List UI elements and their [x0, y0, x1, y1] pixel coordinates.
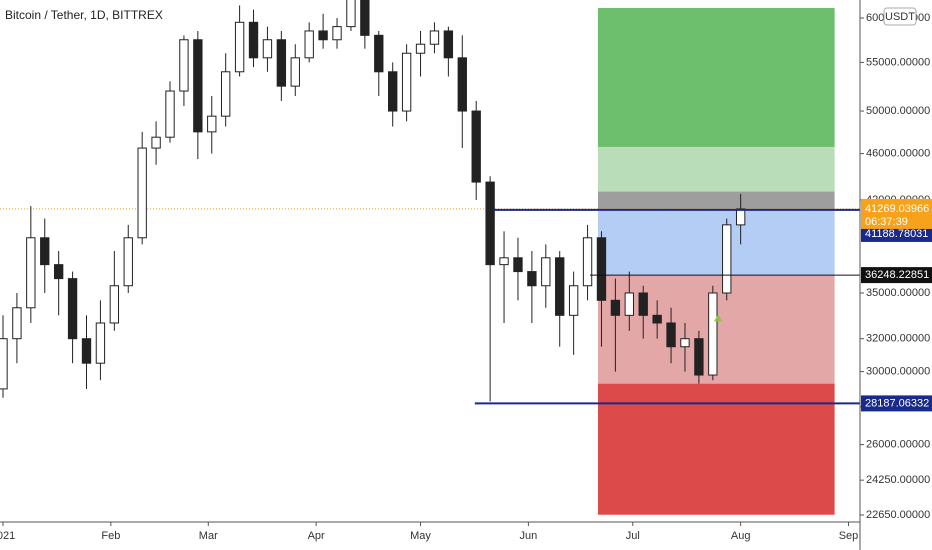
candle-body — [624, 292, 634, 316]
y-tick-label: 24250.00000 — [866, 474, 930, 486]
x-tick-label: 2021 — [0, 530, 15, 542]
candle-body — [137, 147, 147, 239]
level-price-label: 28187.06332 — [865, 397, 929, 409]
currency-label: USDT — [885, 11, 915, 23]
candle-body — [708, 292, 718, 376]
axes: 22650.0000024250.0000026000.0000028000.0… — [0, 12, 932, 542]
candle-body — [596, 237, 607, 301]
candle-body — [179, 39, 189, 92]
candle-body — [12, 307, 22, 340]
candle-body — [388, 71, 398, 112]
candle-body — [123, 237, 133, 287]
level-price-label-bg — [861, 267, 932, 284]
candle-body — [262, 39, 273, 59]
position-zone — [597, 146, 835, 192]
x-tick-label: Feb — [101, 530, 120, 542]
x-tick-label: Sep — [839, 530, 859, 542]
y-tick-label: 55000.00000 — [866, 56, 930, 68]
y-tick-label: 22650.00000 — [866, 509, 930, 521]
level-price-label: 41188.78031 — [865, 228, 928, 240]
y-tick-label: 46000.00000 — [866, 147, 930, 159]
candle-body — [638, 292, 648, 316]
candle-body — [53, 264, 64, 280]
candle-body — [527, 271, 537, 287]
y-tick-label: 50000.00000 — [866, 105, 930, 117]
candle-body — [541, 257, 551, 287]
candle-body — [151, 136, 161, 149]
candle-body — [471, 110, 481, 183]
candle-body — [95, 322, 106, 364]
candle-body — [193, 39, 203, 133]
y-tick-label: 35000.00000 — [866, 287, 930, 299]
candle-body — [165, 90, 175, 138]
signal-marker — [714, 314, 723, 322]
position-zone — [597, 209, 835, 276]
candle-body — [67, 278, 78, 340]
y-tick-label: 30000.00000 — [866, 366, 930, 378]
candle-body — [666, 322, 676, 348]
candle-body — [499, 257, 509, 266]
currency-badge[interactable] — [883, 7, 917, 26]
x-tick-label: Jun — [520, 530, 538, 542]
candle-body — [415, 43, 426, 54]
candle-body — [234, 21, 245, 73]
candle-body — [568, 285, 579, 316]
candle-body — [290, 57, 300, 87]
chart-title: Bitcoin / Tether, 1D, BITTREX — [5, 8, 163, 22]
candle-body — [485, 181, 495, 266]
candle-body — [360, 0, 370, 36]
candle-body — [207, 115, 217, 133]
candle-body — [40, 237, 50, 266]
candle-body — [81, 338, 92, 364]
candle-body — [0, 338, 8, 390]
candle-body — [429, 30, 440, 45]
candle-body — [346, 0, 356, 28]
x-tick-label: Apr — [308, 530, 325, 542]
y-tick-label: 32000.00000 — [866, 333, 930, 345]
position-zone — [597, 7, 835, 147]
candle-body — [109, 285, 120, 324]
candle-body — [332, 26, 342, 41]
candle-body — [457, 57, 467, 112]
candle-body — [221, 71, 231, 117]
countdown-label: 06:37:39 — [865, 216, 908, 228]
candle-body — [582, 237, 593, 287]
candle-body — [26, 237, 36, 309]
candle-body — [248, 21, 259, 59]
last-price-bg — [861, 198, 932, 229]
candle-body — [276, 39, 287, 87]
position-zone — [597, 191, 835, 210]
candle-body — [443, 30, 454, 59]
level-price-label-bg — [861, 395, 932, 412]
candle-body — [694, 338, 704, 376]
candle-body — [318, 30, 328, 41]
candle-body — [722, 224, 732, 294]
position-zone — [597, 383, 835, 515]
candle-body — [680, 338, 690, 348]
candle-body — [401, 52, 412, 112]
candle-body — [513, 257, 523, 273]
x-tick-label: Jul — [626, 530, 640, 542]
candle-body — [374, 34, 384, 73]
candle-body — [304, 30, 314, 59]
candle-body — [555, 257, 565, 316]
x-tick-label: Mar — [199, 530, 218, 542]
last-price-label: 41269.03966 — [865, 203, 929, 215]
y-tick-label: 26000.00000 — [866, 439, 930, 451]
x-tick-label: May — [410, 530, 431, 542]
candle-body — [610, 299, 621, 316]
level-price-label-bg — [861, 225, 932, 242]
candle-body — [735, 208, 746, 226]
plot-area — [0, 0, 860, 515]
level-price-label: 36248.22851 — [865, 269, 929, 281]
x-tick-label: Aug — [731, 530, 751, 542]
candle-body — [652, 314, 662, 324]
